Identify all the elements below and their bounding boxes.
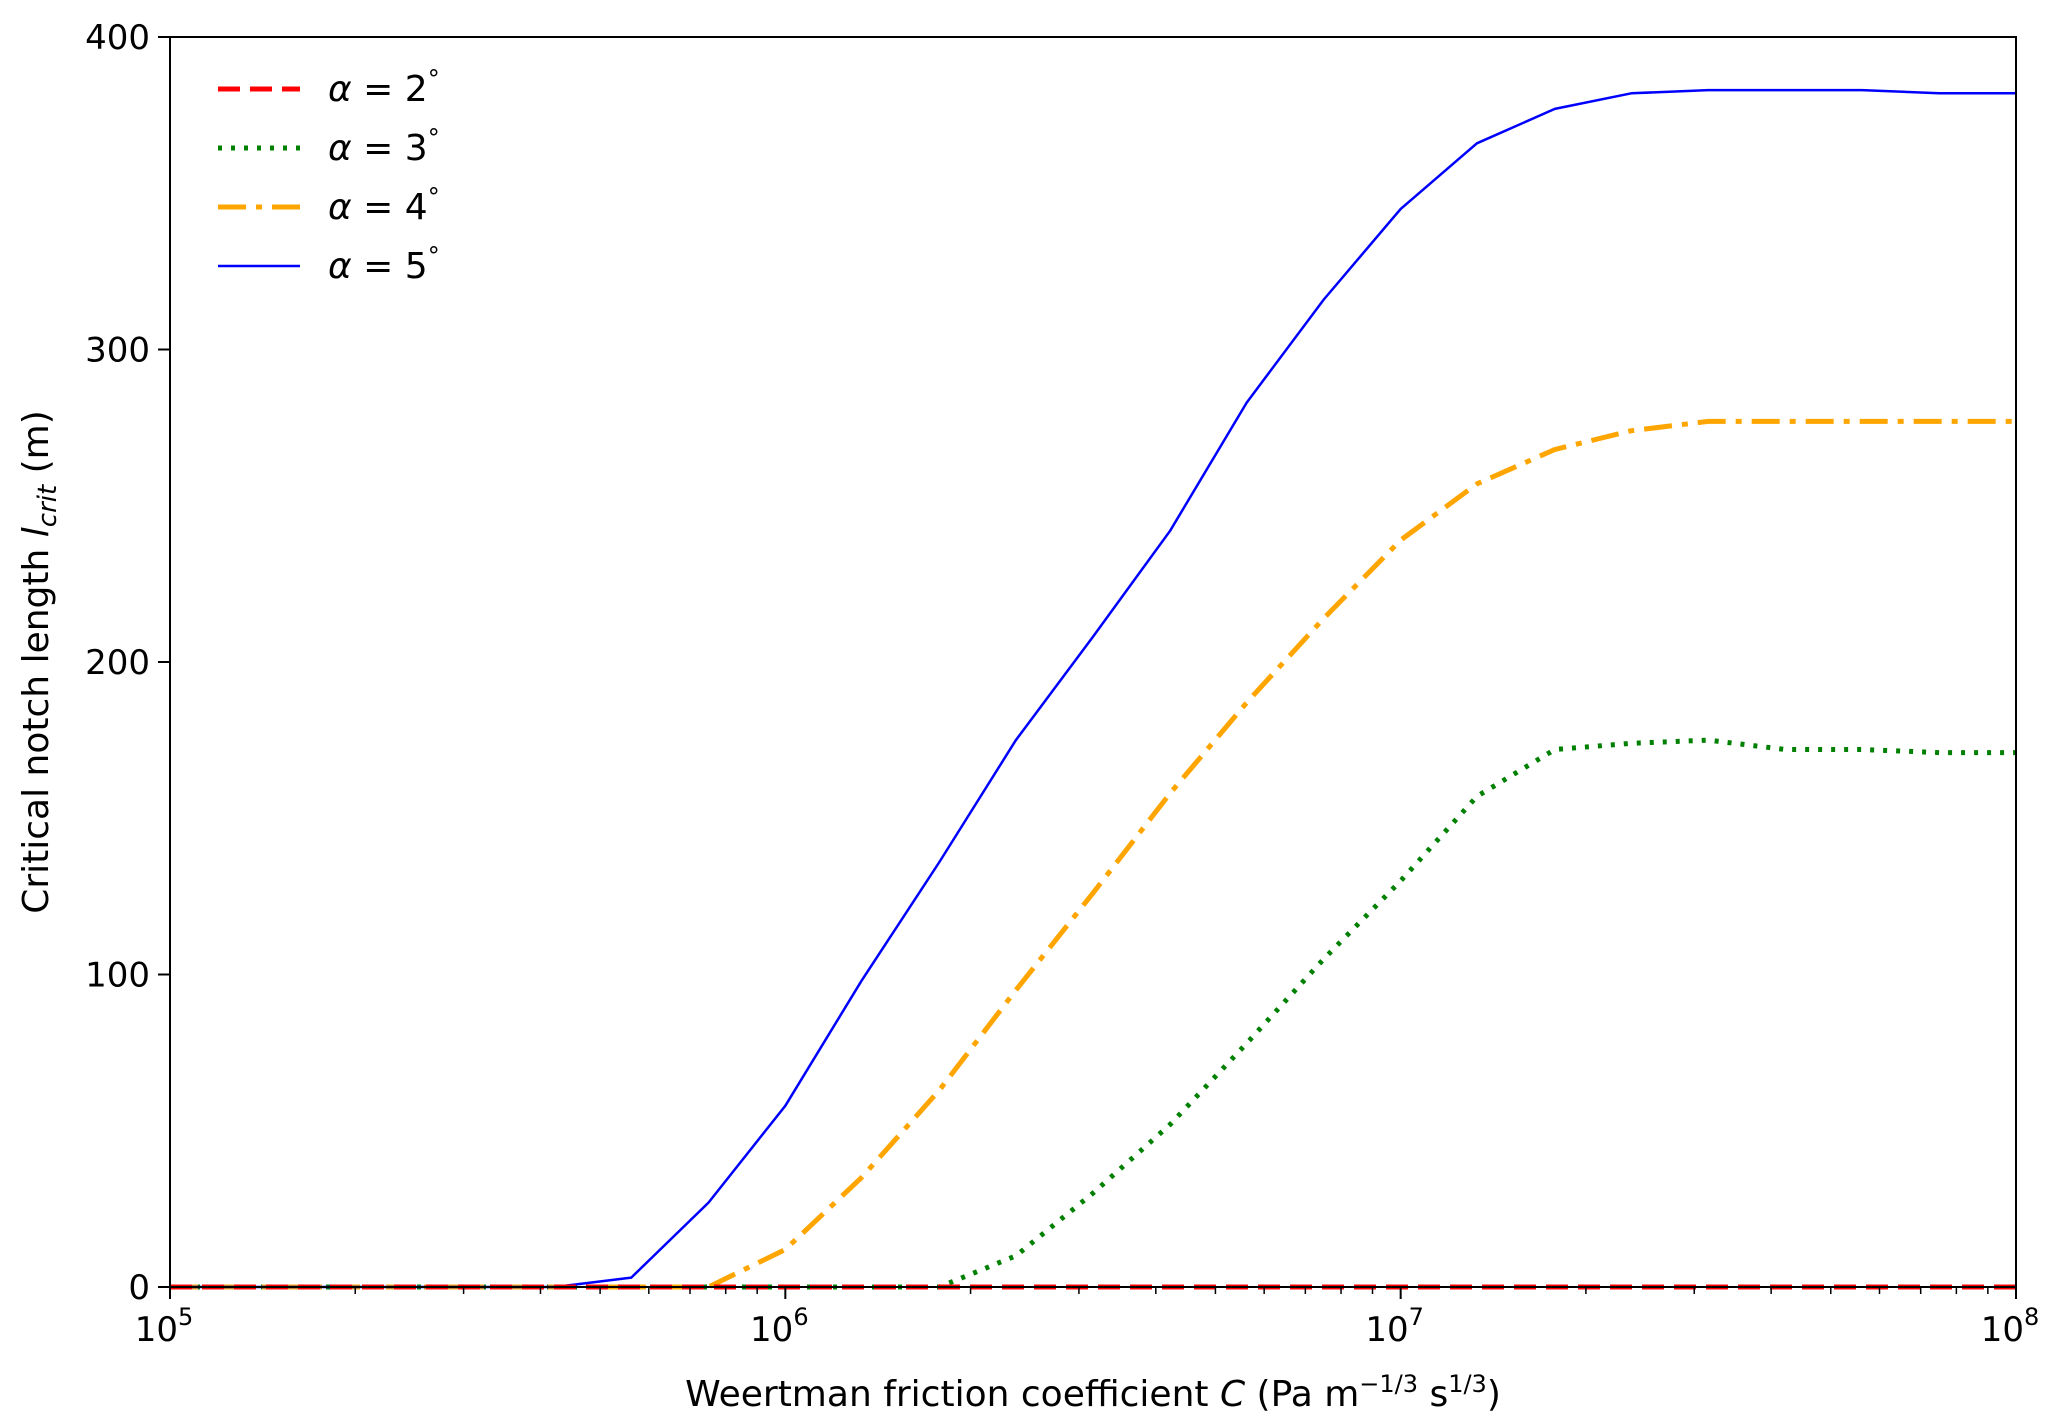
legend-label-4: α = 5° — [328, 242, 440, 287]
axis-ticks: 0 100 200 300 400 105 106 107 108 — [85, 18, 2039, 1350]
y-axis-label: Critical notch length lcrit (m) — [16, 410, 63, 914]
x-tick-label: 108 — [1981, 1303, 2040, 1350]
y-tick-label: 200 — [85, 643, 150, 683]
y-tick-label: 400 — [85, 18, 150, 58]
series-line-2 — [170, 737, 2016, 1290]
y-tick-label: 100 — [85, 956, 150, 996]
y-tick-label: 300 — [85, 331, 150, 371]
legend: α = 2° α = 3° α = 4° α = 5° — [218, 65, 440, 287]
y-tick-label: 0 — [128, 1268, 150, 1308]
x-tick-label: 106 — [750, 1303, 809, 1350]
x-axis-label: Weertman friction coefficient C (Pa m−1/… — [685, 1370, 1501, 1415]
series-line-3 — [170, 418, 2016, 1290]
legend-label-1: α = 2° — [328, 65, 440, 110]
legend-label-3: α = 4° — [328, 183, 440, 228]
x-tick-label: 105 — [135, 1303, 194, 1350]
x-tick-label: 107 — [1365, 1303, 1424, 1350]
legend-label-2: α = 3° — [328, 124, 440, 169]
